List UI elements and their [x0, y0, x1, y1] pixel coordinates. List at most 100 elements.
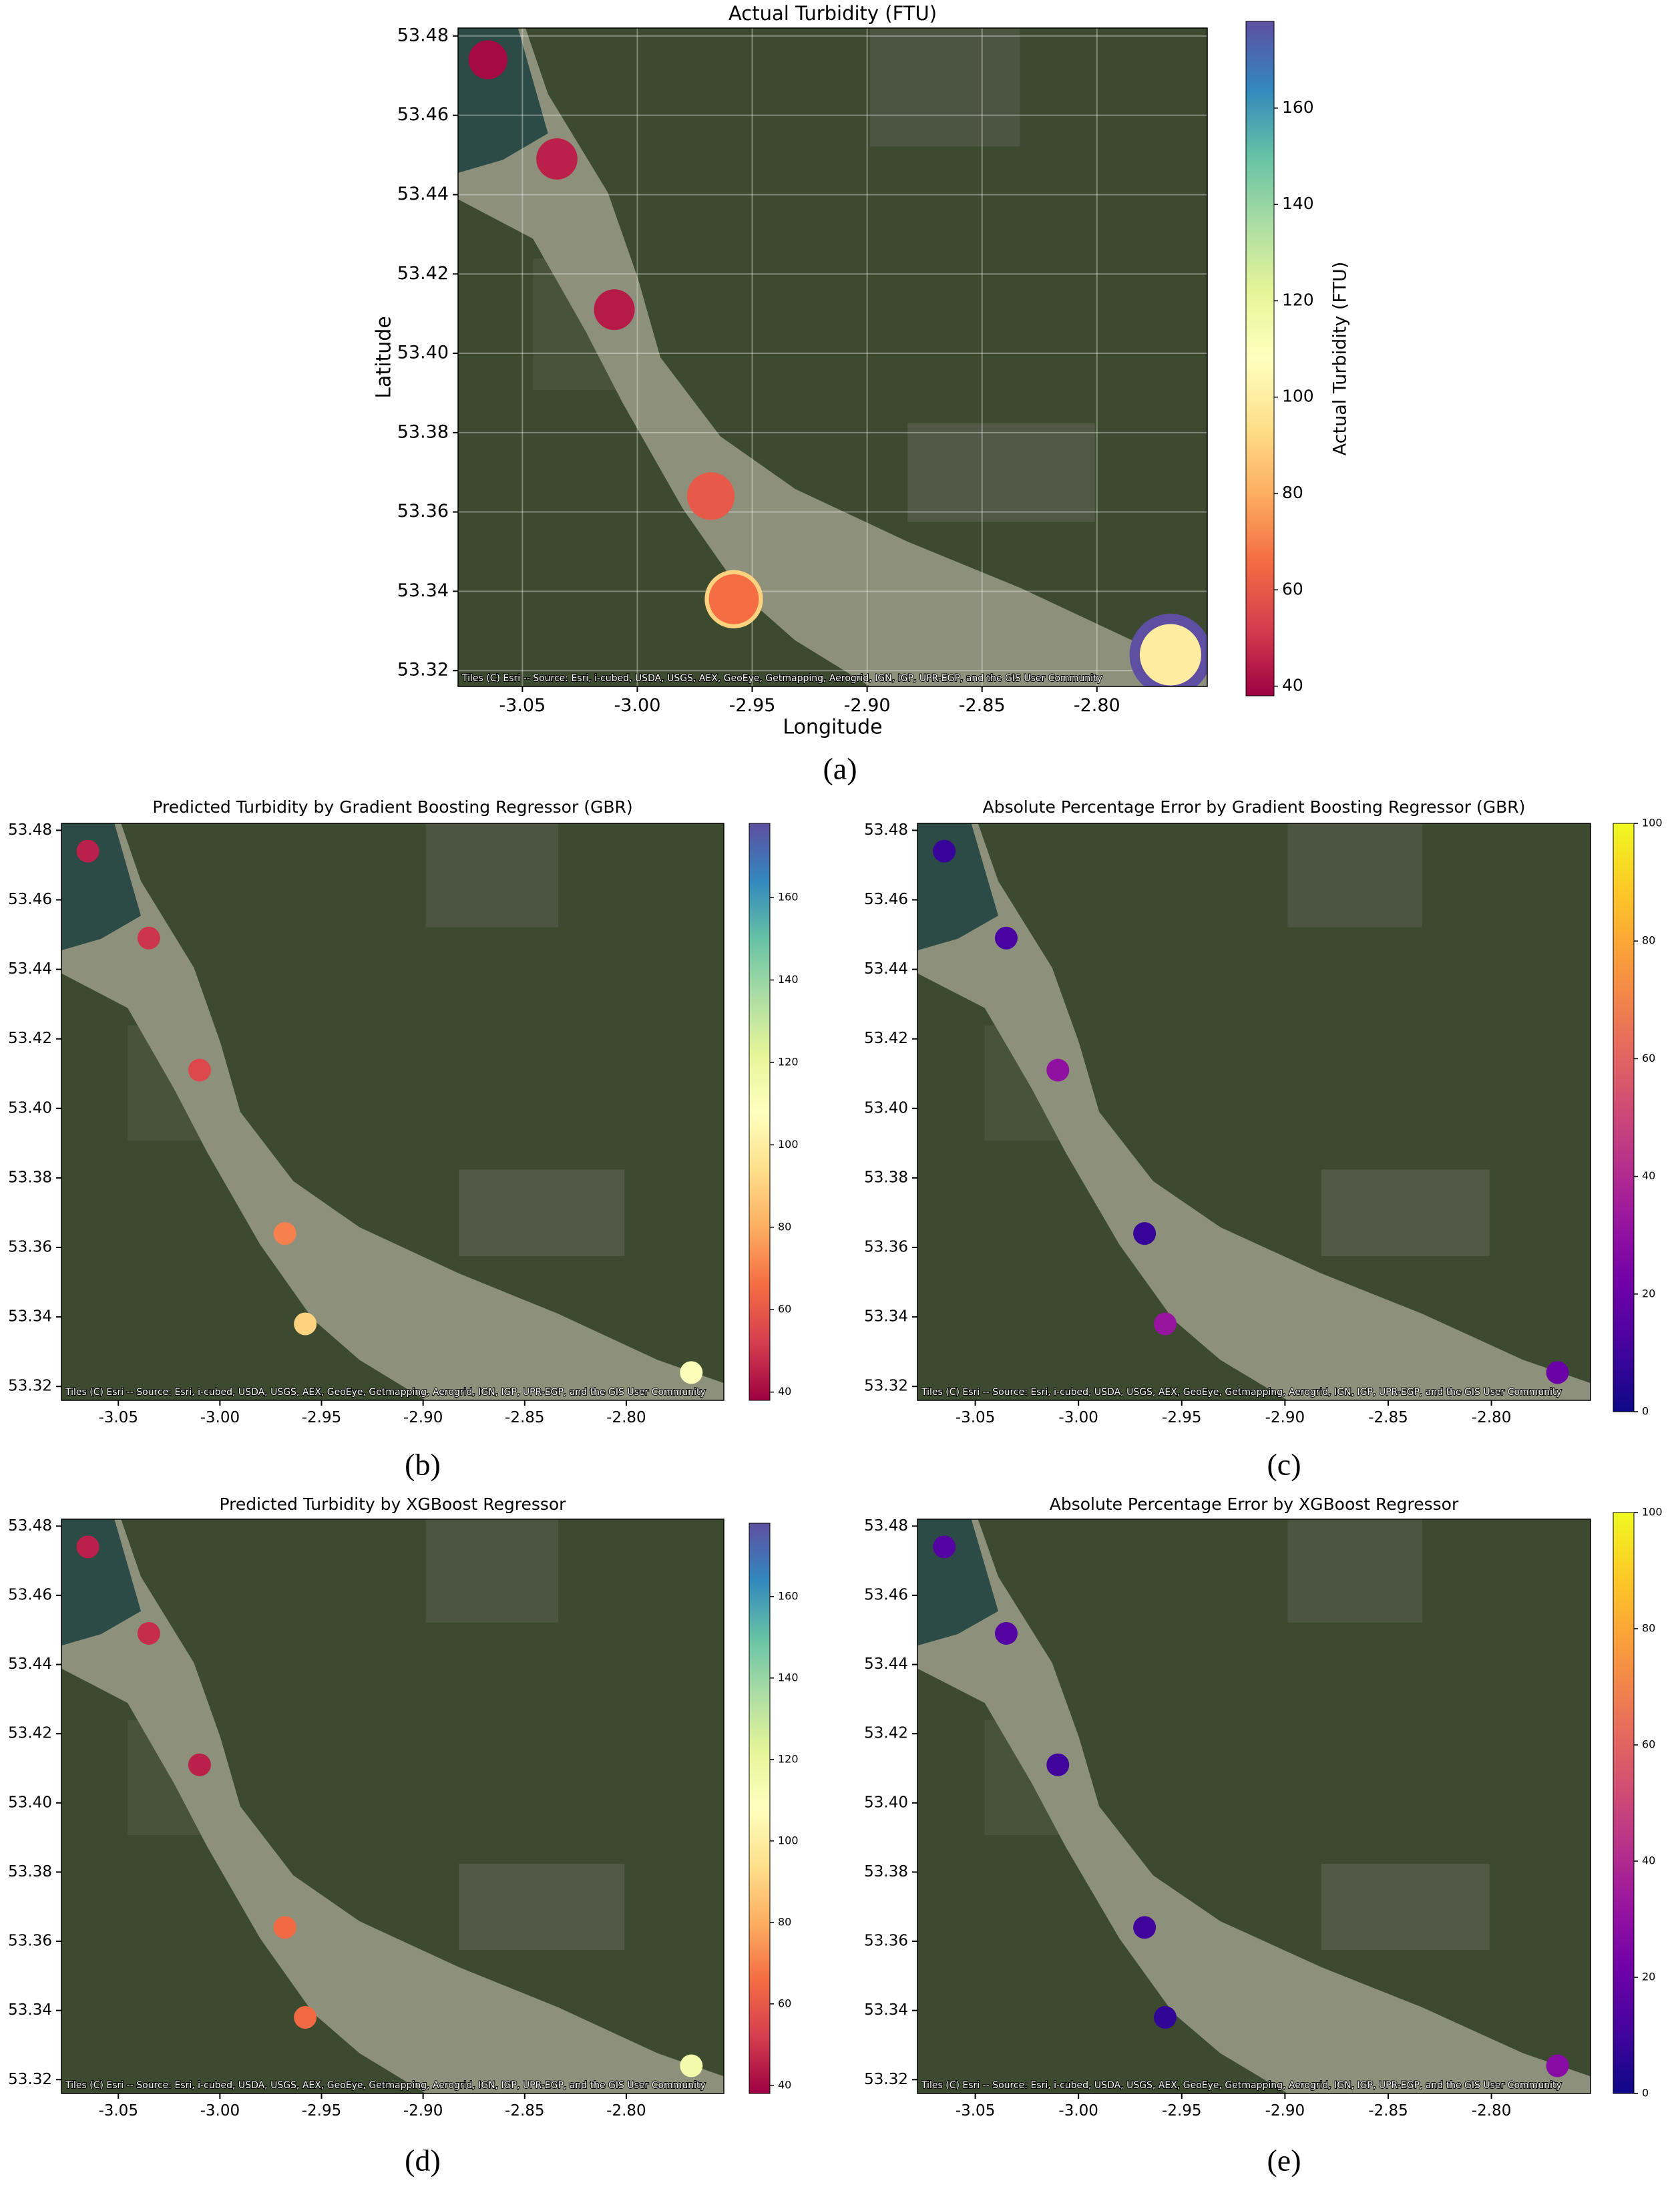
x-tick-label: -2.85	[959, 695, 1006, 716]
y-tick-label: 53.32	[8, 1378, 52, 1395]
colorbar-tick-label: 80	[1642, 934, 1655, 947]
colorbar-tick-label: 20	[1642, 1287, 1655, 1300]
x-tick-label: -3.05	[956, 1409, 996, 1426]
colorbar-tick-label: 140	[778, 1671, 799, 1683]
colorbar-tick-label: 160	[778, 1589, 799, 1602]
y-tick-label: 53.44	[8, 1655, 52, 1673]
colorbar-tick-label: 60	[778, 1303, 791, 1316]
y-tick-label: 53.46	[864, 1586, 908, 1603]
x-tick-label: -3.00	[200, 1409, 240, 1426]
site-marker	[686, 472, 735, 520]
colorbar-tick-label: 100	[1642, 1506, 1663, 1519]
basemap	[917, 1519, 1591, 2093]
axes-frame	[61, 823, 724, 1401]
colorbar-tick-label: 160	[1282, 97, 1314, 117]
panel-title: Predicted Turbidity by XGBoost Regressor	[220, 1494, 567, 1514]
site-marker	[273, 1222, 296, 1245]
y-axis-label: Latitude	[373, 316, 396, 398]
site-marker	[1046, 1753, 1070, 1776]
x-tick-label: -2.95	[1162, 2102, 1202, 2120]
site-marker	[273, 1916, 296, 1939]
y-tick-label: 53.42	[864, 1725, 908, 1742]
x-tick-label: -2.90	[403, 1409, 443, 1426]
colorbar-tick-label: 80	[1282, 483, 1303, 502]
site-marker	[1133, 1222, 1157, 1245]
y-tick-label: 53.38	[864, 1169, 908, 1186]
site-marker	[137, 926, 160, 950]
site-marker	[933, 1535, 956, 1559]
site-marker	[1133, 1916, 1157, 1939]
panel-title: Absolute Percentage Error by Gradient Bo…	[983, 797, 1526, 817]
site-marker	[594, 289, 635, 331]
colorbar-tick-label: 120	[778, 1752, 799, 1765]
x-tick-label: -2.95	[302, 1409, 342, 1426]
y-tick-label: 53.48	[397, 25, 449, 45]
colorbar-tick-label: 20	[1642, 1971, 1655, 1983]
y-tick-label: 53.42	[397, 263, 449, 284]
y-tick-label: 53.34	[8, 1308, 52, 1326]
y-tick-label: 53.40	[397, 343, 449, 363]
y-tick-label: 53.38	[8, 1169, 52, 1186]
y-tick-label: 53.34	[8, 2001, 52, 2019]
map-panel: Tiles (C) Esri -- Source: Esri, i-cubed,…	[917, 823, 1591, 1400]
axes-frame	[457, 27, 1208, 687]
x-tick-label: -2.85	[505, 2102, 545, 2120]
colorbar	[1245, 21, 1275, 696]
colorbar-tick-label: 60	[1642, 1738, 1655, 1751]
y-tick-label: 53.38	[864, 1863, 908, 1880]
colorbar-tick-label: 40	[1642, 1169, 1655, 1182]
x-tick-label: -2.95	[729, 695, 776, 716]
panel-title: Absolute Percentage Error by XGBoost Reg…	[1050, 1494, 1459, 1514]
x-tick-label: -2.80	[1472, 1409, 1512, 1426]
attribution: Tiles (C) Esri -- Source: Esri, i-cubed,…	[65, 1387, 706, 1398]
y-tick-label: 53.38	[8, 1863, 52, 1880]
x-tick-label: -2.80	[606, 1409, 646, 1426]
site-marker	[708, 574, 759, 624]
colorbar-tick-label: 160	[778, 891, 799, 904]
colorbar-tick-label: 100	[778, 1834, 799, 1846]
y-tick-label: 53.36	[8, 1933, 52, 1950]
x-tick-label: -2.95	[302, 2102, 342, 2120]
x-tick-label: -2.80	[606, 2102, 646, 2120]
y-tick-label: 53.48	[8, 821, 52, 839]
colorbar-tick-label: 120	[1282, 290, 1314, 309]
site-marker	[294, 1312, 317, 1336]
colorbar-tick-label: 60	[1282, 579, 1303, 598]
basemap-tiles	[917, 823, 1591, 1400]
colorbar	[749, 823, 771, 1401]
x-tick-label: -2.85	[1368, 1409, 1408, 1426]
y-tick-label: 53.40	[8, 1099, 52, 1117]
panel-label: (d)	[405, 2144, 441, 2178]
site-marker	[680, 1361, 703, 1384]
y-tick-label: 53.40	[864, 1099, 908, 1117]
panel-label: (a)	[823, 752, 857, 786]
attribution: Tiles (C) Esri -- Source: Esri, i-cubed,…	[461, 673, 1102, 684]
y-tick-label: 53.48	[8, 1517, 52, 1535]
colorbar-tick-label: 100	[778, 1138, 799, 1151]
map-panel: Tiles (C) Esri -- Source: Esri, i-cubed,…	[61, 823, 724, 1400]
colorbar-tick-label: 100	[1642, 817, 1663, 829]
colorbar-label: Actual Turbidity (FTU)	[1330, 262, 1351, 456]
site-marker	[294, 2006, 317, 2029]
x-tick-label: -3.00	[614, 695, 661, 716]
colorbar-tick-label: 40	[778, 2078, 791, 2091]
y-tick-label: 53.32	[864, 1378, 908, 1395]
site-marker	[468, 40, 507, 79]
colorbar-tick-label: 120	[778, 1055, 799, 1068]
y-tick-label: 53.32	[8, 2071, 52, 2088]
site-marker	[137, 1621, 160, 1645]
map-panel: Tiles (C) Esri -- Source: Esri, i-cubed,…	[458, 28, 1207, 686]
panel-label: (c)	[1267, 1448, 1301, 1482]
colorbar-tick-label: 140	[1282, 194, 1314, 213]
site-marker	[994, 1621, 1018, 1645]
x-tick-label: -3.05	[499, 695, 546, 716]
x-tick-label: -3.00	[1058, 2102, 1098, 2120]
y-tick-label: 53.36	[397, 501, 449, 522]
colorbar-tick-label: 40	[1642, 1854, 1655, 1867]
basemap	[458, 28, 1207, 686]
site-marker	[188, 1058, 211, 1082]
attribution: Tiles (C) Esri -- Source: Esri, i-cubed,…	[921, 1387, 1562, 1398]
colorbar-tick-label: 0	[1642, 2087, 1649, 2100]
colorbar	[749, 1523, 771, 2094]
